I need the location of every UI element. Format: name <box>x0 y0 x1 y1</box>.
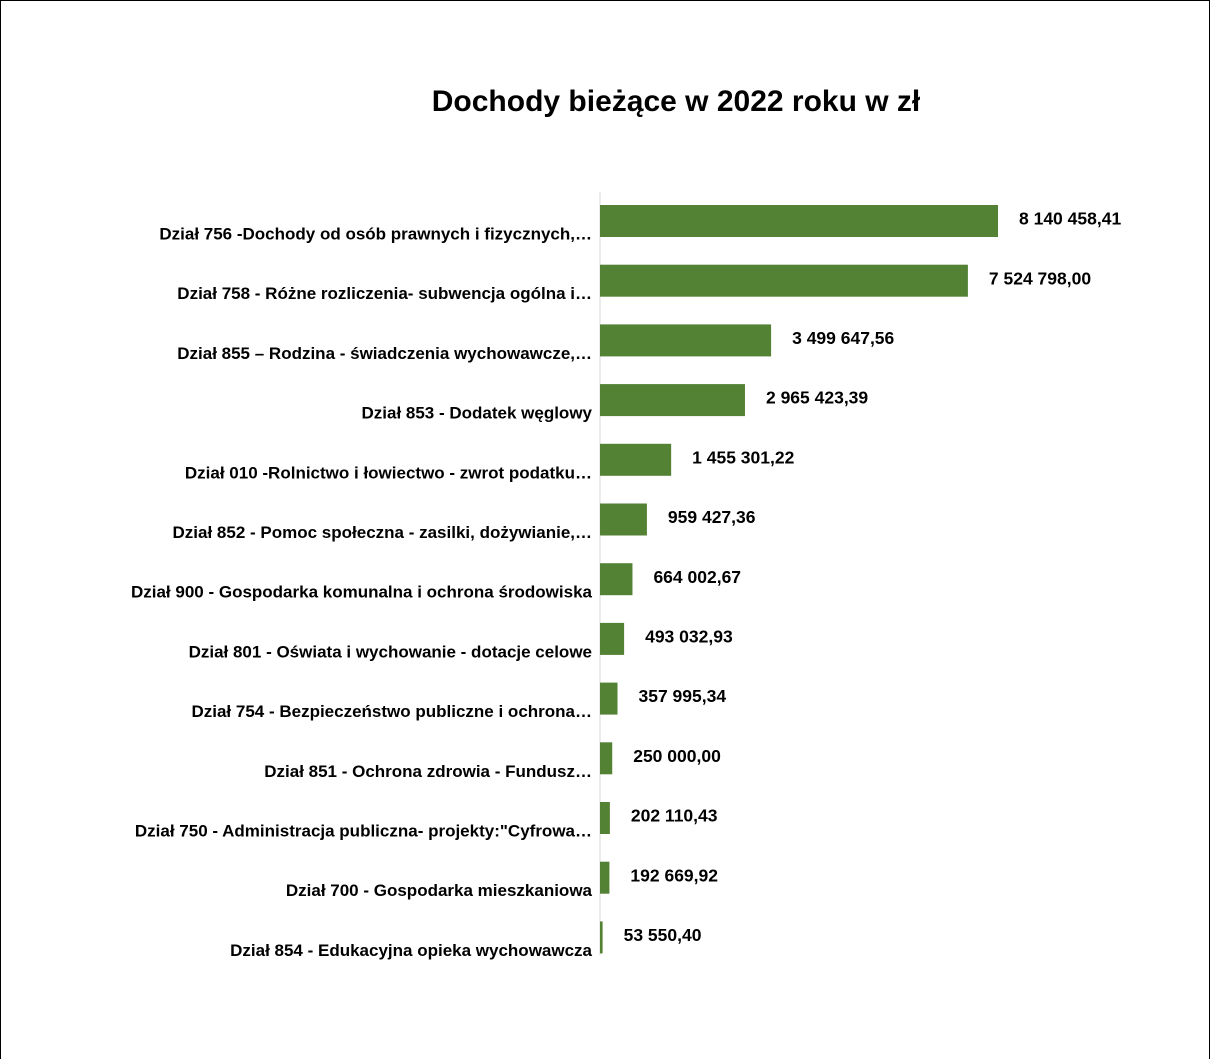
data-label: 3 499 647,56 <box>792 328 894 348</box>
bar <box>600 503 647 536</box>
data-label: 7 524 798,00 <box>989 268 1091 288</box>
bar <box>600 861 610 894</box>
bar <box>600 443 672 476</box>
y-tick-label: Dział 756 -Dochody od osób prawnych i fi… <box>159 224 592 243</box>
data-label: 2 965 423,39 <box>766 388 868 408</box>
data-label: 8 140 458,41 <box>1019 209 1121 229</box>
data-label: 493 032,93 <box>645 627 733 647</box>
y-tick-label: Dział 801 - Oświata i wychowanie - dotac… <box>189 642 592 661</box>
y-tick-label: Dział 758 - Różne rozliczenia- subwencja… <box>177 284 592 303</box>
data-label: 250 000,00 <box>633 746 721 766</box>
y-tick-label: Dział 900 - Gospodarka komunalna i ochro… <box>131 583 593 602</box>
bar <box>600 324 772 357</box>
data-label: 357 995,34 <box>639 686 727 706</box>
y-tick-label: Dział 852 - Pomoc społeczna - zasilki, d… <box>173 523 592 542</box>
chart-title: Dochody bieżące w 2022 roku w zł <box>432 85 921 118</box>
y-tick-label: Dział 851 - Ochrona zdrowia - Fundusz… <box>264 762 592 781</box>
bar <box>600 742 613 775</box>
y-tick-label: Dział 700 - Gospodarka mieszkaniowa <box>286 881 593 900</box>
bar <box>600 563 633 596</box>
bar <box>600 682 618 715</box>
bar <box>600 384 745 417</box>
bar <box>600 205 998 237</box>
y-tick-label: Dział 754 - Bezpieczeństwo publiczne i o… <box>191 702 592 721</box>
y-tick-label: Dział 750 - Administracja publiczna- pro… <box>135 821 592 840</box>
y-tick-label: Dział 010 -Rolnictwo i łowiectwo - zwrot… <box>185 463 592 482</box>
data-label: 1 455 301,22 <box>692 447 794 467</box>
y-tick-label: Dział 854 - Edukacyjna opieka wychowawcz… <box>230 941 592 960</box>
bar <box>600 802 610 834</box>
bar <box>600 264 968 297</box>
y-tick-label: Dział 855 – Rodzina - świadczenia wychow… <box>177 344 592 363</box>
data-label: 959 427,36 <box>668 507 756 527</box>
data-label: 202 110,43 <box>631 806 718 826</box>
y-tick-label: Dział 853 - Dodatek węglowy <box>361 404 592 423</box>
bar <box>600 622 625 655</box>
data-label: 53 550,40 <box>624 925 702 945</box>
data-label: 192 669,92 <box>630 865 718 885</box>
bar <box>600 921 603 954</box>
data-label: 664 002,67 <box>653 567 741 587</box>
